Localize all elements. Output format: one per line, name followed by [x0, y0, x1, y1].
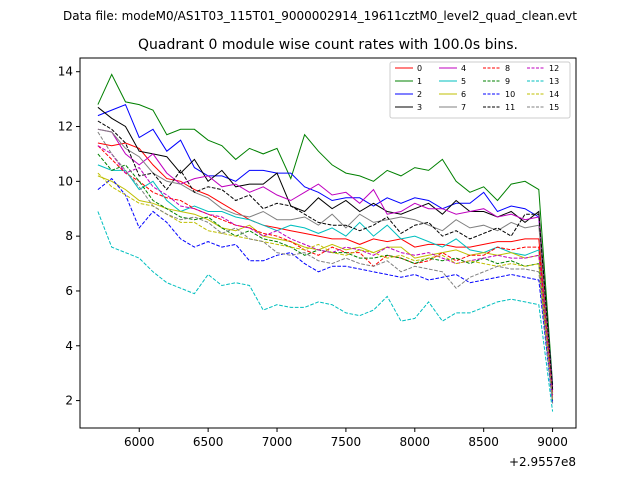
- series-line-4: [97, 128, 554, 390]
- series-line-2: [97, 103, 554, 387]
- legend-label-2: 2: [417, 90, 422, 99]
- series-line-9: [97, 153, 554, 401]
- legend-label-12: 12: [549, 64, 559, 73]
- y-tick-label: 14: [58, 65, 73, 79]
- legend-label-5: 5: [461, 77, 466, 86]
- x-axis: 6000 6500 7000 7500 8000 8500 9000: [124, 428, 568, 449]
- x-tick-label: 6500: [193, 435, 224, 449]
- plot-frame: [79, 57, 577, 429]
- y-tick-label: 4: [65, 339, 73, 353]
- series-line-5: [97, 164, 554, 396]
- x-offset-label: +2.9557e8: [509, 455, 576, 469]
- chart-title: Quadrant 0 module wise count rates with …: [138, 37, 518, 53]
- y-tick-label: 10: [58, 174, 73, 188]
- series-line-11: [97, 120, 554, 390]
- series-line-10: [97, 177, 554, 404]
- plot-series: [97, 73, 554, 412]
- y-tick-label: 6: [65, 284, 73, 298]
- x-tick-label: 6000: [124, 435, 155, 449]
- legend-label-1: 1: [417, 77, 422, 86]
- legend-box: [389, 61, 571, 119]
- y-tick-label: 2: [65, 394, 73, 408]
- x-tick-label: 7500: [331, 435, 362, 449]
- series-line-1: [97, 73, 554, 385]
- legend-label-8: 8: [505, 64, 510, 73]
- x-tick-label: 8000: [400, 435, 431, 449]
- series-line-3: [97, 106, 554, 390]
- series-line-15: [97, 131, 554, 404]
- legend-label-9: 9: [505, 77, 510, 86]
- y-tick-label: 8: [65, 229, 73, 243]
- series-line-7: [97, 128, 554, 393]
- legend-label-15: 15: [549, 103, 559, 112]
- legend-label-10: 10: [505, 90, 515, 99]
- legend-label-11: 11: [505, 103, 515, 112]
- y-tick-label: 12: [58, 120, 73, 134]
- legend-label-4: 4: [461, 64, 466, 73]
- x-tick-label: 7000: [262, 435, 293, 449]
- series-line-12: [97, 145, 554, 398]
- legend-label-0: 0: [417, 64, 422, 73]
- legend-label-3: 3: [417, 103, 422, 112]
- legend-label-14: 14: [549, 90, 559, 99]
- x-tick-label: 8500: [468, 435, 499, 449]
- series-line-6: [97, 175, 554, 398]
- legend-label-13: 13: [549, 77, 559, 86]
- legend-label-6: 6: [461, 90, 466, 99]
- series-line-14: [97, 172, 554, 401]
- chart-suptitle: Data file: modeM0/AS1T03_115T01_90000029…: [63, 9, 577, 23]
- x-tick-label: 9000: [537, 435, 568, 449]
- y-axis: 2 4 6 8 10 12 14: [58, 65, 80, 408]
- series-line-13: [97, 211, 554, 412]
- legend-label-7: 7: [461, 103, 466, 112]
- series-line-8: [97, 145, 554, 396]
